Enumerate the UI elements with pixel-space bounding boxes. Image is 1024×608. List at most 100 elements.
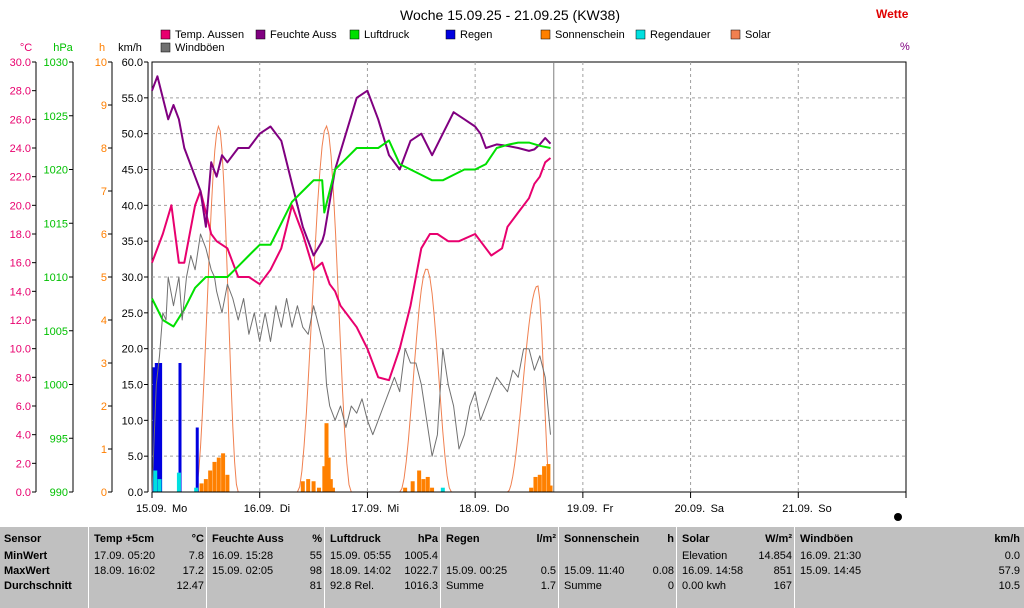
tick-label: 40.0 bbox=[122, 200, 143, 212]
stats-unit: h bbox=[667, 533, 674, 545]
stats-row: 16.09. 15:28 55 bbox=[212, 550, 322, 564]
series-line bbox=[151, 75, 552, 257]
tick-label: 16.0 bbox=[10, 258, 31, 270]
bar-sonnenschein bbox=[322, 466, 327, 492]
legend-label: Regen bbox=[460, 29, 492, 41]
tick-label: 60.0 bbox=[122, 57, 143, 69]
stats-title: Regen bbox=[446, 533, 480, 545]
stats-text: MaxWert bbox=[4, 565, 50, 577]
x-tick-weekday: Sa bbox=[711, 503, 725, 515]
stats-text: 16.09. 21:30 bbox=[800, 550, 862, 562]
stats-text: 15.09. 00:25 bbox=[446, 565, 508, 577]
tick-label: 2.0 bbox=[16, 458, 31, 470]
stats-title: Sensor bbox=[4, 533, 42, 545]
plot-area bbox=[151, 61, 907, 493]
tick-label: 0.0 bbox=[128, 487, 143, 499]
bar-regen bbox=[178, 363, 182, 492]
x-tick-date: 18.09. bbox=[459, 503, 490, 515]
stats-value: 1005.4 bbox=[404, 550, 438, 562]
tick-label: 4.0 bbox=[16, 430, 31, 442]
stats-header: Sonnenschein h bbox=[564, 533, 674, 547]
solar-series bbox=[194, 124, 551, 493]
solar-curve bbox=[194, 124, 239, 493]
tick-label: 55.0 bbox=[122, 93, 143, 105]
stats-divider bbox=[324, 527, 325, 608]
stats-row: 16.09. 14:58 851 bbox=[682, 565, 792, 579]
stats-header: Solar W/m² bbox=[682, 533, 792, 547]
stats-header: Regen l/m² bbox=[446, 533, 556, 547]
legend-label: Luftdruck bbox=[364, 29, 410, 41]
legend-label: Solar bbox=[745, 29, 771, 41]
chart-title-right: Wette bbox=[876, 7, 909, 21]
stats-text: Summe bbox=[446, 580, 484, 592]
stats-text: Summe bbox=[564, 580, 602, 592]
scroll-dot-icon[interactable] bbox=[894, 513, 902, 521]
stats-row: Summe 1.7 bbox=[446, 580, 556, 594]
tick-label: 18.0 bbox=[10, 229, 31, 241]
stats-row: 0.00 kwh 167 bbox=[682, 580, 792, 594]
tick-label: 6 bbox=[101, 229, 107, 241]
x-tick-weekday: Do bbox=[495, 503, 509, 515]
stats-title: Sonnenschein bbox=[564, 533, 640, 545]
stats-value: 0.08 bbox=[652, 565, 674, 577]
stats-section: Temp +5cm °C 17.09. 05:20 7.8 18.09. 16:02 17… bbox=[90, 527, 208, 608]
tick-label: 25.0 bbox=[122, 308, 143, 320]
series-line bbox=[151, 139, 551, 328]
legend-swatch bbox=[730, 29, 741, 40]
tick-label: 10.0 bbox=[10, 344, 31, 356]
tick-label: 1025 bbox=[44, 111, 68, 123]
stats-row: 92.8 Rel. 1016.3 bbox=[330, 580, 438, 594]
stats-text: 15.09. 05:55 bbox=[330, 550, 392, 562]
stats-value: 55 bbox=[309, 550, 322, 562]
tick-label: 1005 bbox=[44, 326, 68, 338]
stats-divider bbox=[88, 527, 89, 608]
tick-label: 8 bbox=[101, 143, 107, 155]
bar-sonnenschein bbox=[208, 470, 213, 492]
stats-row: Durchschnitt bbox=[4, 580, 86, 594]
bar-sonnenschein bbox=[403, 487, 408, 492]
tick-label: 995 bbox=[50, 433, 68, 445]
bar-sonnenschein bbox=[546, 464, 551, 492]
bar-sonnenschein bbox=[316, 487, 321, 492]
tick-label: 35.0 bbox=[122, 236, 143, 248]
stats-text: Elevation bbox=[682, 550, 728, 562]
tick-label: 1020 bbox=[44, 165, 68, 177]
solar-curve bbox=[296, 124, 352, 493]
stats-title: Feuchte Auss bbox=[212, 533, 284, 545]
stats-row: 15.09. 14:45 57.9 bbox=[800, 565, 1020, 579]
bar-sonnenschein bbox=[421, 479, 426, 492]
tick-label: 7 bbox=[101, 186, 107, 198]
axes: 0.02.04.06.08.010.012.014.016.018.020.02… bbox=[10, 42, 149, 499]
stats-row bbox=[446, 550, 556, 564]
stats-text: 18.09. 16:02 bbox=[94, 565, 156, 577]
bar-sonnenschein bbox=[328, 479, 333, 492]
tick-label: 1010 bbox=[44, 272, 68, 284]
x-tick-weekday: Di bbox=[280, 503, 290, 515]
bar-sonnenschein bbox=[225, 474, 230, 492]
stats-value: 81 bbox=[309, 580, 322, 592]
x-tick-date: 19.09. bbox=[567, 503, 598, 515]
stats-title: Temp +5cm bbox=[94, 533, 155, 545]
legend-label: Windböen bbox=[175, 42, 225, 54]
tick-label: 6.0 bbox=[16, 401, 31, 413]
bar-sonnenschein bbox=[410, 481, 415, 492]
right-axis-unit: % bbox=[900, 41, 910, 53]
stats-text: 17.09. 05:20 bbox=[94, 550, 156, 562]
bar-sonnenschein bbox=[221, 453, 226, 492]
stats-value: 0.0 bbox=[1004, 550, 1020, 562]
x-tick-date: 16.09. bbox=[244, 503, 275, 515]
stats-value: 851 bbox=[773, 565, 792, 577]
bar-sonnenschein bbox=[300, 481, 305, 492]
chart-title: Woche 15.09.25 - 21.09.25 (KW38) bbox=[400, 7, 620, 23]
stats-row: 16.09. 21:30 0.0 bbox=[800, 550, 1020, 564]
bar-regendauer bbox=[157, 479, 162, 492]
stats-text: 18.09. 14:02 bbox=[330, 565, 392, 577]
stats-value: 7.8 bbox=[188, 550, 204, 562]
legend: Temp. Aussen Feuchte Auss Luftdruck Regen So… bbox=[160, 29, 771, 54]
stats-value: 98 bbox=[309, 565, 322, 577]
stats-text: 15.09. 11:40 bbox=[564, 565, 625, 577]
stats-value: 12.47 bbox=[176, 580, 204, 592]
tick-label: 26.0 bbox=[10, 114, 31, 126]
stats-section: Windböen km/h 16.09. 21:30 0.0 15.09. 14:45 5… bbox=[796, 527, 1024, 608]
bar-regen bbox=[195, 427, 199, 492]
